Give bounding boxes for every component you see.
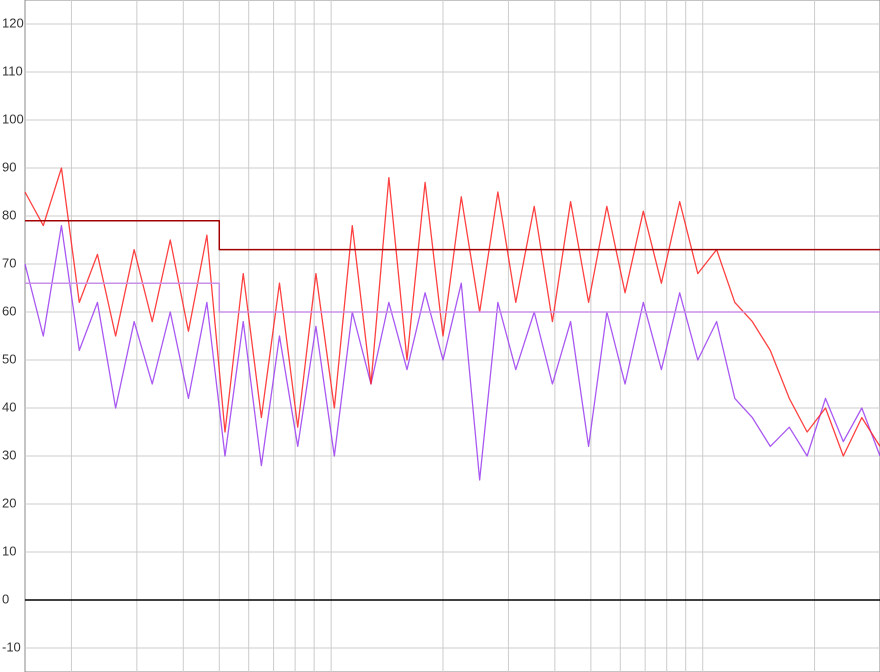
y-tick-label: 0 [2,591,9,606]
series-line [25,282,880,313]
y-tick-label: 100 [2,111,24,126]
y-tick-label: 60 [2,303,16,318]
y-tick-label: 80 [2,207,16,222]
y-tick-label: 20 [2,495,16,510]
y-tick-label: 40 [2,399,16,414]
y-tick-label: 110 [2,63,23,78]
series-line [24,224,880,481]
y-tick-label: 90 [2,159,16,174]
y-tick-label: 70 [2,255,16,270]
series-line [24,167,880,457]
y-tick-label: 30 [2,447,16,462]
series-line [25,220,880,251]
y-tick-label: 50 [2,351,16,366]
y-tick-label: 10 [2,543,16,558]
y-tick-label: -10 [2,639,21,654]
y-tick-label: 120 [2,15,24,30]
plot-area [24,0,880,672]
